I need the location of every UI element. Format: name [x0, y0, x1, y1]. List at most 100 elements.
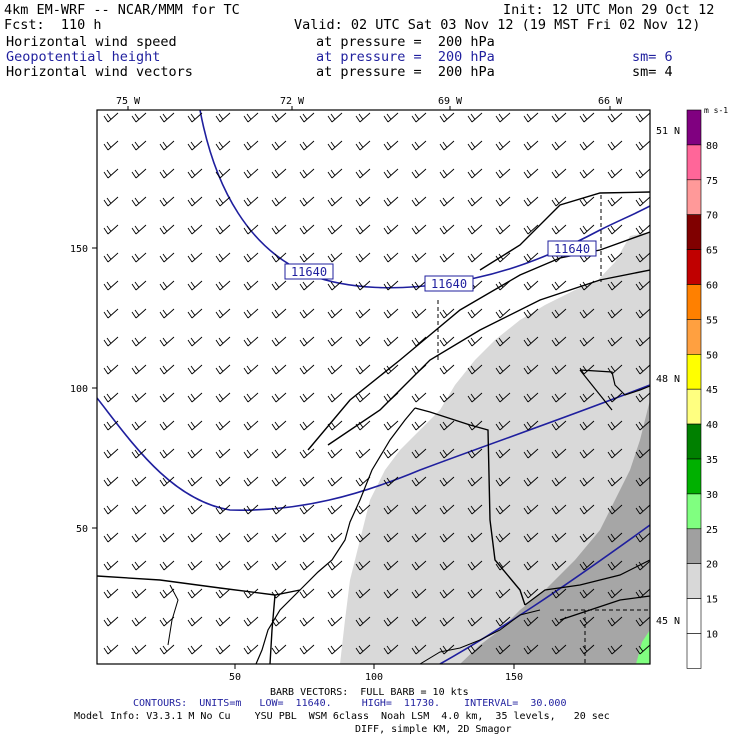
- wind-barb: [355, 504, 371, 515]
- wind-barb: [523, 224, 539, 235]
- wind-barb: [243, 252, 259, 263]
- wind-barb: [579, 504, 595, 515]
- colorbar-swatch: [686, 144, 702, 181]
- lon-label: 75 W: [116, 96, 141, 107]
- wind-barb: [495, 616, 511, 627]
- wind-barb: [495, 308, 511, 319]
- wind-barb: [439, 560, 455, 571]
- wind-barb: [551, 420, 567, 431]
- wind-barb: [271, 336, 287, 347]
- wind-barb: [103, 644, 119, 655]
- wind-barb: [467, 560, 483, 571]
- wind-barb: [327, 392, 343, 403]
- colorbar-swatch: [686, 179, 702, 216]
- wind-barb: [467, 588, 483, 599]
- wind-barb: [187, 588, 203, 599]
- wind-barb: [299, 280, 315, 291]
- wind-barb: [271, 224, 287, 235]
- wind-barb: [243, 504, 259, 515]
- lat-label: 51 N: [656, 126, 680, 137]
- wind-barb: [439, 616, 455, 627]
- wind-barb: [131, 112, 147, 123]
- colorbar-swatch: [686, 214, 702, 250]
- wind-barb: [215, 140, 231, 151]
- wind-barb: [215, 532, 231, 543]
- wind-barb: [327, 196, 343, 207]
- colorbar-swatch: [686, 598, 702, 634]
- wind-barb: [327, 504, 343, 515]
- wind-barb: [579, 280, 595, 291]
- wind-barb: [551, 532, 567, 543]
- wind-barb: [355, 616, 371, 627]
- wind-barb: [159, 504, 175, 515]
- wind-barb: [271, 616, 287, 627]
- wind-barb: [439, 168, 455, 179]
- wind-barb: [103, 420, 119, 431]
- wind-barb: [579, 448, 595, 459]
- wind-barb: [327, 224, 343, 235]
- wind-barb: [103, 196, 119, 207]
- wind-barb: [383, 308, 399, 319]
- colorbar-label: 25: [706, 525, 718, 536]
- wind-barb: [159, 252, 175, 263]
- wind-barb: [411, 560, 427, 571]
- wind-barb: [411, 140, 427, 151]
- wind-barb: [523, 588, 539, 599]
- wind-barb: [271, 280, 287, 291]
- colorbar-units: m s-1: [704, 106, 729, 115]
- wind-barb: [607, 588, 623, 599]
- grid-y-label: 50: [76, 524, 88, 535]
- wind-barb: [383, 224, 399, 235]
- wind-barb: [635, 336, 650, 347]
- wind-barb: [271, 448, 287, 459]
- wind-barb: [243, 112, 259, 123]
- wind-barb: [355, 196, 371, 207]
- wind-barb: [551, 392, 567, 403]
- wind-barb: [523, 448, 539, 459]
- wind-barb: [103, 364, 119, 375]
- wind-barb: [103, 308, 119, 319]
- wind-barb: [187, 420, 203, 431]
- wind-barb: [103, 476, 119, 487]
- lat-label: 48 N: [656, 374, 680, 385]
- wind-barb: [159, 168, 175, 179]
- wind-barb: [411, 252, 427, 263]
- wind-barb: [635, 168, 650, 179]
- wind-barb: [103, 504, 119, 515]
- wind-barb: [187, 504, 203, 515]
- wind-barb: [103, 532, 119, 543]
- wind-barb: [131, 532, 147, 543]
- wind-barb: [243, 196, 259, 207]
- wind-barb: [131, 616, 147, 627]
- wind-barb: [635, 140, 650, 151]
- wind-barb: [523, 476, 539, 487]
- wind-barb: [355, 112, 371, 123]
- wind-barb: [523, 532, 539, 543]
- grid-y-label: 100: [70, 384, 88, 395]
- colorbar-label: 55: [706, 315, 718, 326]
- wind-barb: [327, 420, 343, 431]
- wind-barb: [299, 588, 315, 599]
- wind-barb: [159, 420, 175, 431]
- coast-east: [579, 369, 650, 396]
- wind-barb: [607, 112, 623, 123]
- wind-barb: [215, 560, 231, 571]
- wind-barb: [243, 224, 259, 235]
- wind-barb: [467, 532, 483, 543]
- wind-barb: [607, 224, 623, 235]
- wind-barb: [411, 224, 427, 235]
- wind-speed-shade-green: [636, 630, 650, 664]
- wind-barb: [187, 168, 203, 179]
- wind-barb: [159, 112, 175, 123]
- wind-barb: [467, 252, 483, 263]
- wind-barb: [411, 112, 427, 123]
- field-pressure: at pressure = 200 hPa: [316, 34, 495, 50]
- wind-barb: [355, 448, 371, 459]
- wind-barb: [579, 364, 595, 375]
- wind-barb: [467, 616, 483, 627]
- wind-barb: [299, 112, 315, 123]
- colorbar-label: 40: [706, 420, 718, 431]
- wind-barb: [159, 280, 175, 291]
- colorbar-label: 70: [706, 211, 718, 222]
- wind-barb: [607, 140, 623, 151]
